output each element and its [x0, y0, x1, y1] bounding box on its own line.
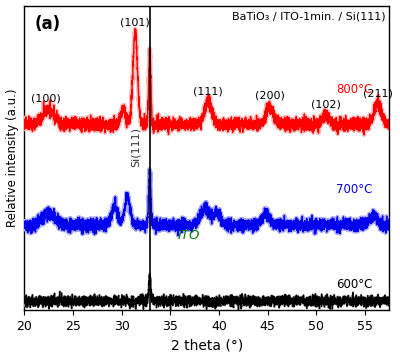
- Text: (102): (102): [311, 100, 341, 110]
- Text: (111): (111): [193, 86, 223, 96]
- Text: ITO: ITO: [178, 229, 200, 242]
- X-axis label: 2 theta (°): 2 theta (°): [171, 338, 243, 352]
- Text: 700°C: 700°C: [336, 183, 372, 196]
- Text: (101): (101): [120, 18, 150, 28]
- Text: (a): (a): [35, 15, 61, 33]
- Text: BaTiO₃ / ITO-1min. / Si(111): BaTiO₃ / ITO-1min. / Si(111): [232, 12, 386, 21]
- Text: (200): (200): [255, 91, 284, 101]
- Text: (211): (211): [363, 88, 393, 98]
- Y-axis label: Relative intensity (a.u.): Relative intensity (a.u.): [6, 89, 18, 227]
- Text: 800°C: 800°C: [336, 83, 372, 96]
- Text: 600°C: 600°C: [336, 278, 372, 291]
- Text: Si(111): Si(111): [131, 127, 141, 167]
- Text: (100): (100): [31, 94, 60, 103]
